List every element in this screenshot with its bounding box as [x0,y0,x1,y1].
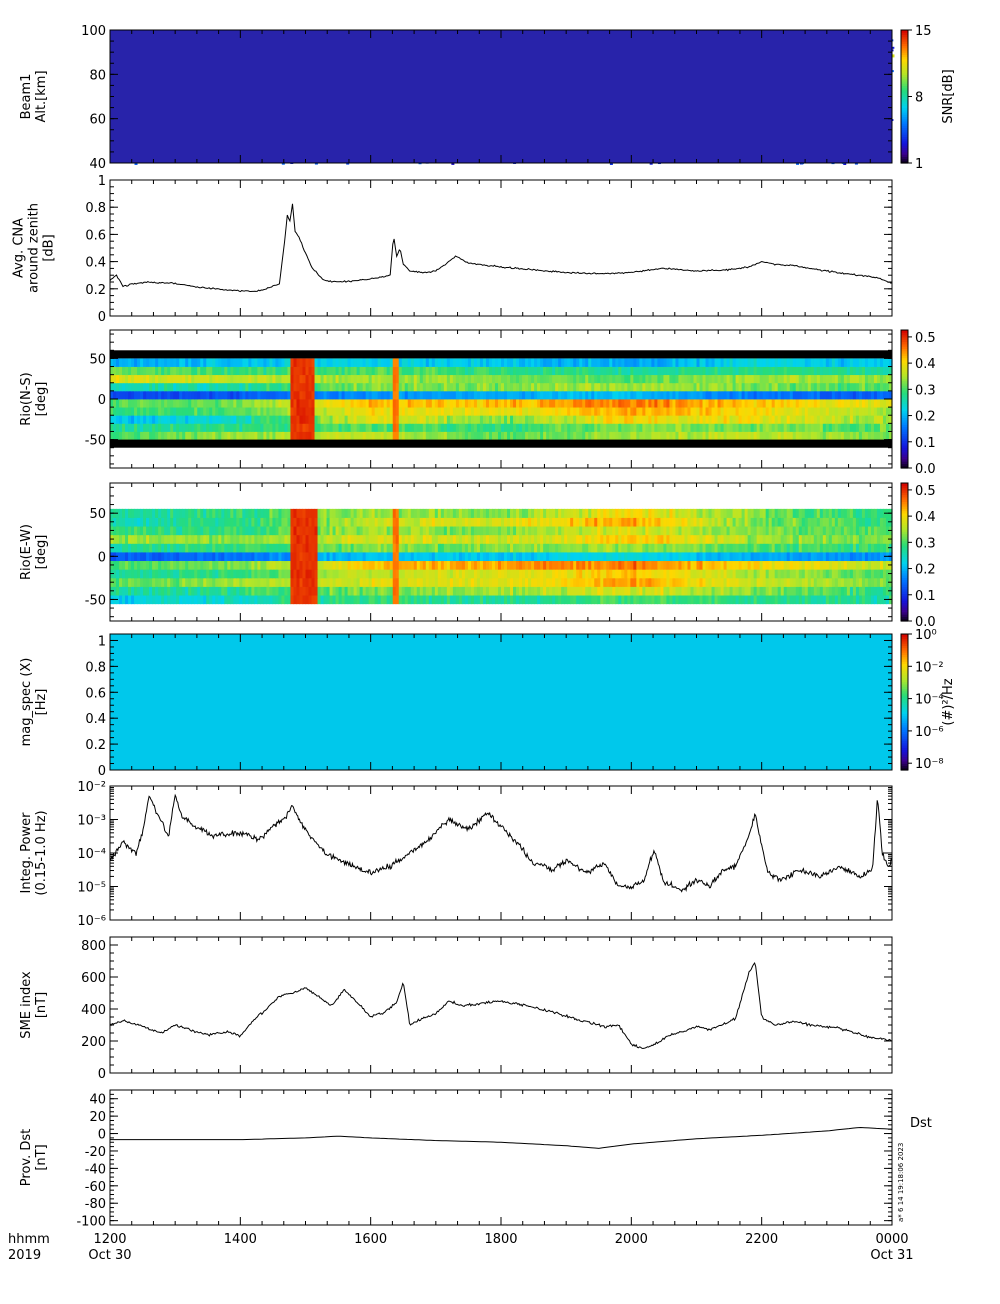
colorbar-beam1-snr: 1 8 15 SNR[dB] [901,24,956,172]
ylabel-line-1: Alt.[km] [34,70,49,122]
ytick-label: 1 [98,174,106,189]
ytick-label: 0.4 [85,256,106,271]
ytick-label: 60 [89,113,106,128]
ytick-label: 80 [89,68,106,83]
series-line-avg-cna [110,204,892,292]
ylabel-line-2: [dB] [42,234,57,261]
heatmap-rio-ns [110,350,893,447]
ylabel-line-0: Beam1 [19,74,34,120]
ytick-label: 0.2 [85,283,106,298]
ytick-label: 0.6 [85,228,106,243]
heatmap-background [110,30,892,163]
ytick-label: 0 [98,310,106,325]
ylabel-line-1: around zenith [27,203,42,293]
colorbar-tick-label: 1 [915,157,923,172]
panel-1-frame [110,180,892,316]
colorbar-tick-label: 15 [915,24,932,39]
colorbar-tick-label: 8 [915,91,923,106]
colorbar-label: SNR[dB] [941,69,956,123]
ylabel-line-0: Avg. CNA [12,218,27,278]
ytick-label: 100 [81,24,106,39]
ytick-label: 0.8 [85,201,106,216]
ytick-label: 40 [89,157,106,172]
